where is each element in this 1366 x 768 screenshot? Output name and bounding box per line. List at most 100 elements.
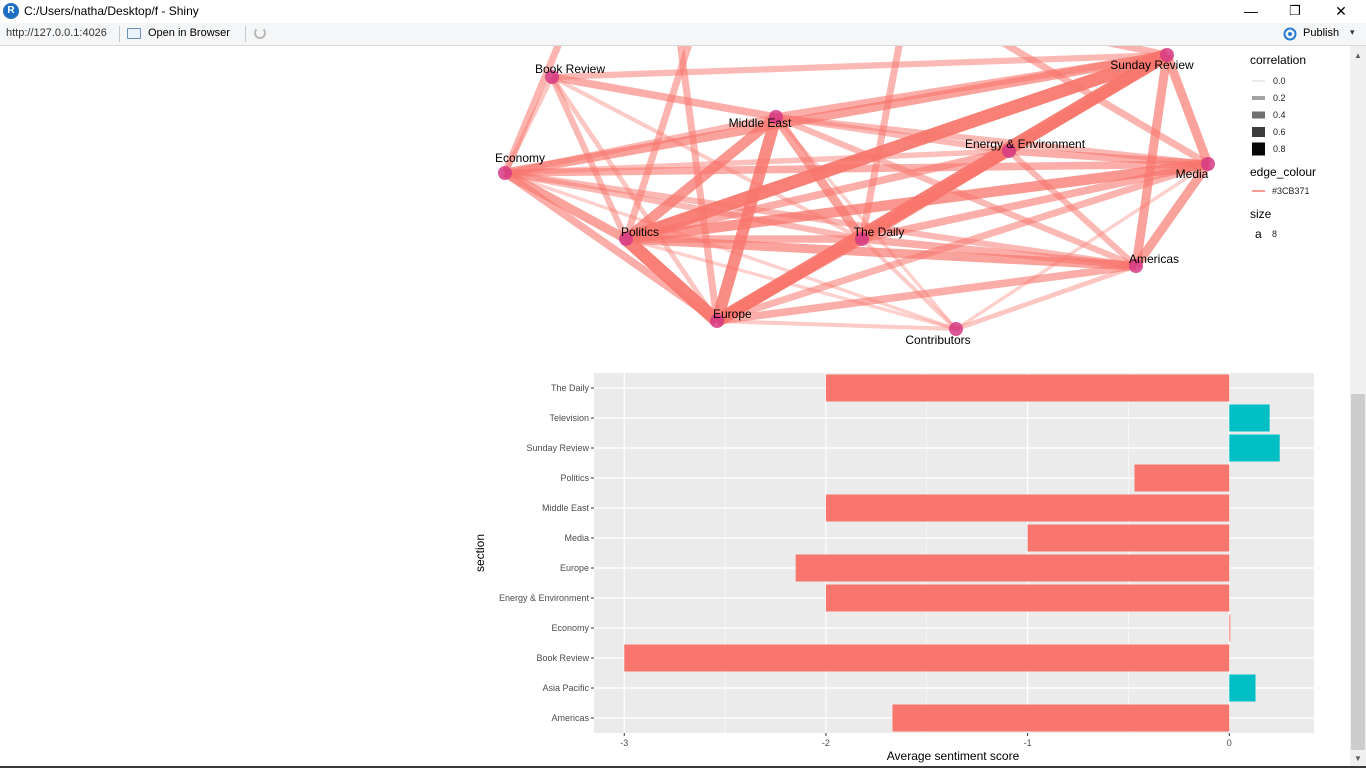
network-node-label: Europe — [713, 307, 752, 321]
r-app-icon: R — [3, 3, 19, 19]
network-edge — [861, 160, 1209, 243]
network-edge — [955, 263, 1137, 332]
y-tick-label: Television — [549, 413, 589, 423]
network-edge — [551, 75, 863, 241]
network-edge — [504, 171, 957, 331]
network-edge — [775, 51, 1168, 121]
network-node-label: Contributors — [905, 333, 970, 347]
network-edge — [625, 237, 957, 331]
network-nodes — [498, 48, 1215, 336]
network-node-label: Sunday Review — [1110, 58, 1194, 72]
bar — [825, 584, 1230, 612]
network-node — [769, 110, 783, 124]
bar — [795, 554, 1230, 582]
x-tick-label: -3 — [620, 738, 628, 748]
x-tick-label: 0 — [1227, 738, 1232, 748]
publish-dropdown-caret[interactable]: ▾ — [1350, 27, 1355, 37]
bar — [1027, 524, 1230, 552]
network-edge — [860, 237, 958, 331]
toolbar-separator — [119, 26, 120, 42]
x-axis-label: Average sentiment score — [887, 749, 1020, 763]
y-tick-label: Europe — [560, 563, 589, 573]
app-content: Book Review Middle East Sunday Review Econo… — [0, 46, 1350, 768]
network-edge — [551, 51, 1168, 81]
network-edge — [502, 169, 720, 325]
scroll-down-arrow-icon[interactable]: ▼ — [1354, 754, 1362, 763]
legend-correlation-label: 0.8 — [1273, 144, 1286, 154]
bar — [892, 704, 1230, 732]
y-tick-label: The Daily — [551, 383, 590, 393]
legend-correlation-key — [1252, 96, 1265, 100]
y-tick-label: Energy & Environment — [499, 593, 590, 603]
legend-correlation-label: 0.0 — [1273, 76, 1286, 86]
viewer-toolbar: http://127.0.0.1:4026 Open in Browser Pu… — [0, 23, 1366, 46]
network-edge — [716, 262, 1137, 325]
network-node-label: Economy — [495, 151, 545, 165]
bar — [1134, 464, 1230, 492]
network-edge — [677, 46, 721, 322]
publish-button[interactable]: Publish — [1303, 27, 1340, 39]
network-edge — [504, 113, 777, 177]
network-edge — [1001, 46, 1210, 168]
network-node — [545, 70, 559, 84]
legend-correlation-title: correlation — [1250, 53, 1306, 67]
window-titlebar: R C:/Users/natha/Desktop/f - Shiny — ❐ ✕ — [0, 0, 1366, 23]
bar — [825, 494, 1230, 522]
network-node-label: Energy & Environment — [965, 137, 1086, 151]
scrollbar-thumb[interactable] — [1351, 394, 1365, 750]
toolbar-separator — [245, 26, 246, 42]
network-node-label: The Daily — [854, 225, 905, 239]
publish-icon[interactable] — [1283, 27, 1297, 41]
network-node — [1129, 259, 1143, 273]
open-in-browser-icon[interactable] — [127, 28, 141, 39]
network-edge — [1007, 52, 1169, 154]
network-node-label: Americas — [1129, 252, 1179, 266]
legend-correlation-key — [1252, 127, 1265, 137]
scroll-up-arrow-icon[interactable]: ▲ — [1354, 51, 1362, 60]
network-node-labels: Book Review Middle East Sunday Review Econo… — [495, 58, 1209, 347]
network-edge — [716, 318, 957, 332]
network-edge — [504, 160, 1209, 177]
y-tick-label: Asia Pacific — [542, 683, 589, 693]
network-node-label: Middle East — [729, 116, 792, 130]
y-tick-label: Americas — [551, 713, 589, 723]
network-edge — [774, 114, 1138, 269]
legend-size-key: a — [1255, 227, 1262, 241]
open-in-browser-button[interactable]: Open in Browser — [148, 27, 230, 39]
bar — [1229, 674, 1256, 702]
network-edge — [1132, 161, 1212, 269]
network-node — [949, 322, 963, 336]
network-edge — [622, 46, 693, 241]
network-edge — [501, 46, 562, 175]
vertical-scrollbar[interactable]: ▲ ▼ — [1350, 46, 1366, 768]
network-edge — [551, 73, 777, 121]
network-edge — [1162, 53, 1213, 166]
network-node — [1160, 48, 1174, 62]
url-text[interactable]: http://127.0.0.1:4026 — [6, 27, 107, 39]
x-tick-label: -2 — [822, 738, 830, 748]
refresh-icon[interactable] — [254, 27, 266, 39]
chart-bars — [624, 374, 1280, 732]
network-node — [619, 232, 633, 246]
network-edge — [715, 160, 1210, 325]
y-tick-label: Book Review — [536, 653, 589, 663]
y-tick-label: Sunday Review — [526, 443, 589, 453]
correlation-network-plot: Book Review Middle East Sunday Review Econo… — [495, 46, 1316, 347]
network-edge — [858, 46, 903, 240]
x-tick-label: -1 — [1024, 738, 1032, 748]
y-tick-label: Politics — [560, 473, 589, 483]
minimize-button[interactable]: — — [1244, 3, 1258, 19]
bar — [1229, 404, 1270, 432]
taskbar-edge — [0, 766, 1366, 768]
legend-edge-colour-title: edge_colour — [1250, 165, 1316, 179]
network-node — [855, 232, 869, 246]
legend-size-value: 8 — [1272, 229, 1277, 239]
legend-correlation-label: 0.2 — [1273, 93, 1286, 103]
close-button[interactable]: ✕ — [1335, 3, 1347, 19]
legend-size-title: size — [1250, 207, 1272, 221]
bar — [1229, 434, 1280, 462]
network-node — [710, 314, 724, 328]
maximize-button[interactable]: ❐ — [1289, 3, 1301, 18]
network-node — [1201, 157, 1215, 171]
window-title: C:/Users/natha/Desktop/f - Shiny — [24, 4, 199, 18]
